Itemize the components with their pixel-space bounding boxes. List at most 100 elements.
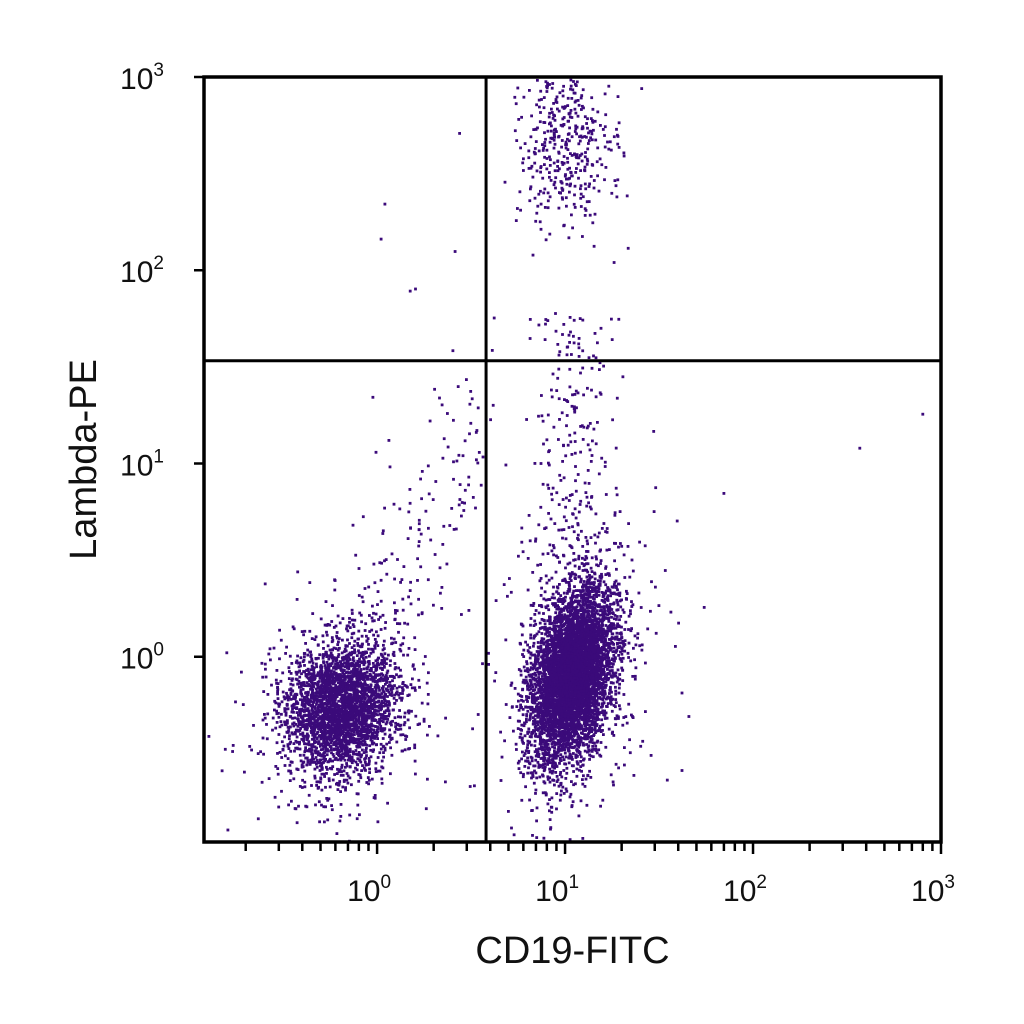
data-point bbox=[537, 673, 541, 676]
data-point bbox=[351, 736, 355, 740]
data-point bbox=[345, 691, 349, 695]
data-point bbox=[323, 775, 326, 778]
data-point bbox=[325, 753, 329, 757]
data-point bbox=[322, 654, 325, 658]
data-point bbox=[548, 622, 552, 626]
data-point bbox=[335, 634, 338, 638]
data-point bbox=[357, 721, 361, 725]
data-point bbox=[341, 683, 345, 687]
data-point bbox=[362, 677, 366, 681]
data-point bbox=[301, 738, 305, 741]
data-point bbox=[371, 750, 375, 753]
data-point bbox=[330, 751, 333, 755]
data-point bbox=[329, 759, 332, 763]
data-point bbox=[346, 729, 350, 733]
data-point bbox=[296, 654, 299, 658]
data-point bbox=[364, 750, 368, 754]
data-point bbox=[345, 762, 348, 765]
data-point bbox=[378, 696, 382, 699]
data-point bbox=[302, 699, 305, 703]
data-point bbox=[410, 686, 414, 690]
data-point bbox=[374, 612, 378, 616]
data-point bbox=[362, 691, 366, 695]
data-point bbox=[367, 782, 370, 786]
data-point bbox=[286, 719, 289, 722]
data-point bbox=[592, 610, 596, 613]
data-point bbox=[559, 753, 563, 757]
data-point bbox=[398, 709, 401, 712]
data-point bbox=[344, 697, 348, 700]
data-point bbox=[326, 798, 330, 802]
data-point bbox=[294, 732, 297, 736]
data-point bbox=[364, 727, 368, 731]
data-point bbox=[256, 752, 260, 755]
data-point bbox=[558, 756, 562, 760]
data-point bbox=[322, 691, 326, 694]
data-point bbox=[654, 486, 658, 490]
data-point bbox=[397, 675, 401, 679]
data-point bbox=[324, 805, 327, 809]
data-point bbox=[297, 679, 301, 683]
data-point bbox=[329, 671, 333, 675]
data-point bbox=[338, 768, 342, 772]
data-point bbox=[376, 644, 380, 647]
data-point bbox=[608, 669, 612, 673]
data-point bbox=[319, 730, 323, 733]
data-point bbox=[548, 646, 552, 650]
data-point bbox=[351, 669, 355, 673]
data-point bbox=[353, 695, 357, 699]
data-point bbox=[367, 643, 370, 646]
data-point bbox=[394, 609, 397, 612]
data-point bbox=[304, 699, 307, 703]
data-point bbox=[357, 726, 361, 729]
data-point bbox=[374, 735, 378, 738]
data-point bbox=[378, 712, 382, 716]
data-point bbox=[387, 685, 390, 688]
data-point bbox=[298, 729, 302, 732]
data-point bbox=[376, 634, 380, 638]
data-point bbox=[343, 708, 347, 712]
data-point bbox=[286, 721, 289, 725]
data-point bbox=[376, 725, 379, 729]
data-point bbox=[575, 738, 579, 742]
data-point bbox=[341, 703, 345, 707]
data-point bbox=[355, 664, 359, 667]
data-point bbox=[286, 731, 290, 734]
data-point bbox=[362, 712, 366, 716]
data-point bbox=[362, 722, 366, 726]
data-point bbox=[225, 651, 229, 655]
data-point bbox=[287, 803, 290, 807]
data-point bbox=[401, 749, 404, 753]
data-point bbox=[354, 688, 358, 692]
data-point bbox=[353, 715, 357, 719]
data-point bbox=[276, 686, 279, 689]
data-point bbox=[585, 603, 589, 607]
data-point bbox=[554, 570, 558, 574]
data-point bbox=[406, 694, 410, 697]
data-point bbox=[617, 766, 620, 770]
data-point bbox=[378, 718, 382, 721]
data-point bbox=[622, 716, 626, 719]
data-point bbox=[358, 690, 362, 694]
data-point bbox=[318, 724, 322, 728]
data-point bbox=[305, 701, 308, 705]
data-point bbox=[402, 723, 406, 727]
data-point bbox=[371, 648, 375, 652]
data-point bbox=[326, 717, 330, 721]
data-point bbox=[344, 719, 348, 723]
data-point bbox=[304, 756, 308, 760]
data-point bbox=[330, 636, 334, 639]
data-point bbox=[339, 790, 342, 793]
data-point bbox=[324, 707, 328, 711]
data-point bbox=[312, 731, 315, 734]
data-point bbox=[299, 732, 302, 736]
data-point bbox=[313, 707, 317, 710]
data-point bbox=[352, 644, 356, 648]
data-point bbox=[633, 634, 637, 638]
data-point bbox=[305, 732, 309, 736]
data-point bbox=[378, 751, 382, 755]
data-point bbox=[327, 726, 331, 730]
data-point bbox=[392, 708, 395, 712]
data-point bbox=[286, 707, 290, 711]
data-point bbox=[349, 702, 353, 706]
